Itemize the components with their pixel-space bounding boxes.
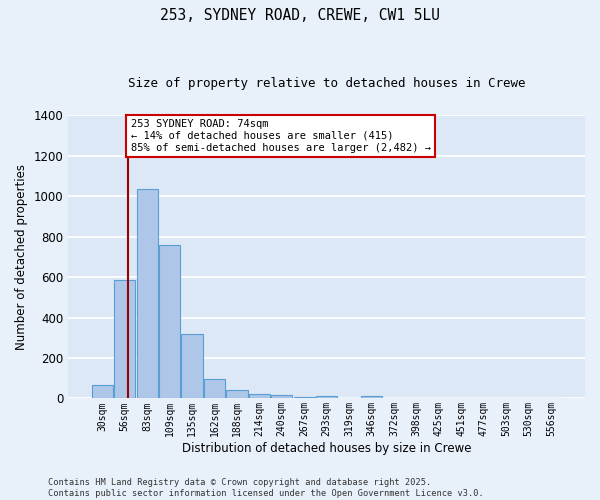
Bar xyxy=(361,396,382,398)
Bar xyxy=(137,189,158,398)
Text: 253 SYDNEY ROAD: 74sqm
← 14% of detached houses are smaller (415)
85% of semi-de: 253 SYDNEY ROAD: 74sqm ← 14% of detached… xyxy=(131,120,431,152)
Bar xyxy=(92,386,113,398)
Bar xyxy=(316,396,337,398)
Text: 253, SYDNEY ROAD, CREWE, CW1 5LU: 253, SYDNEY ROAD, CREWE, CW1 5LU xyxy=(160,8,440,22)
Bar xyxy=(293,397,315,398)
X-axis label: Distribution of detached houses by size in Crewe: Distribution of detached houses by size … xyxy=(182,442,472,455)
Bar xyxy=(271,396,292,398)
Bar xyxy=(248,394,270,398)
Y-axis label: Number of detached properties: Number of detached properties xyxy=(15,164,28,350)
Title: Size of property relative to detached houses in Crewe: Size of property relative to detached ho… xyxy=(128,78,526,90)
Bar xyxy=(114,280,136,398)
Bar xyxy=(159,244,180,398)
Bar xyxy=(204,379,225,398)
Bar xyxy=(181,334,203,398)
Bar xyxy=(226,390,248,398)
Text: Contains HM Land Registry data © Crown copyright and database right 2025.
Contai: Contains HM Land Registry data © Crown c… xyxy=(48,478,484,498)
